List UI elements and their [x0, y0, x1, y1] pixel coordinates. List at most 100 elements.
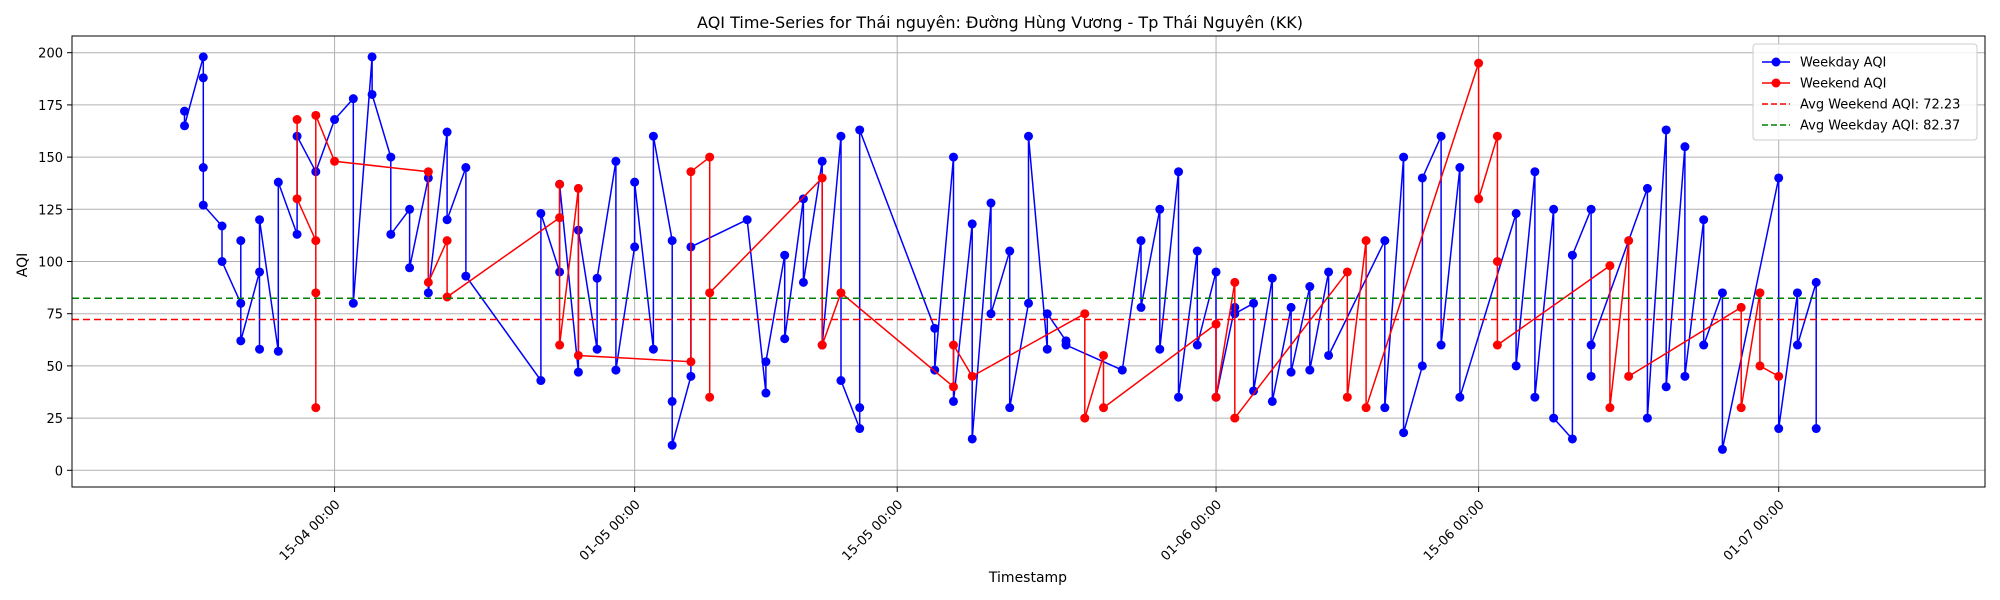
data-point	[986, 309, 996, 319]
data-point	[217, 257, 227, 266]
data-point	[817, 173, 827, 183]
data-point	[311, 236, 321, 246]
data-point	[742, 215, 752, 225]
data-point	[967, 434, 977, 444]
data-point	[967, 219, 977, 229]
data-point	[1024, 298, 1033, 308]
legend-label: Weekend AQI	[1800, 77, 1887, 92]
data-point	[198, 200, 208, 210]
data-point	[236, 298, 246, 308]
data-point	[1530, 392, 1540, 402]
data-point	[536, 376, 546, 386]
data-point	[986, 198, 996, 208]
data-point	[1399, 428, 1409, 438]
data-point	[686, 167, 696, 177]
data-point	[1755, 361, 1765, 371]
y-tick-label: 25	[46, 412, 63, 427]
data-point	[1586, 204, 1596, 214]
data-point	[648, 131, 658, 141]
data-point	[1155, 204, 1165, 214]
data-point	[630, 242, 640, 252]
data-point	[255, 215, 265, 225]
data-point	[798, 277, 808, 287]
data-point	[1717, 288, 1727, 298]
data-point	[1661, 382, 1671, 392]
data-point	[330, 115, 340, 125]
data-point	[573, 183, 583, 193]
data-point	[1305, 365, 1315, 375]
data-point	[273, 346, 283, 356]
data-point	[1080, 309, 1090, 319]
data-point	[198, 73, 208, 83]
data-point	[1605, 403, 1615, 413]
axes: 0 25 50 75 100 125 150 175 200 15-04 00:00 01-05 0…	[38, 35, 1986, 564]
data-point	[1811, 277, 1821, 287]
data-point	[311, 288, 321, 298]
data-point	[761, 357, 771, 367]
data-point	[1586, 371, 1596, 381]
chart-title: AQI Time-Series for Thái nguyên: Đường H…	[697, 13, 1303, 32]
data-point	[1005, 403, 1015, 413]
data-point	[1492, 257, 1502, 266]
data-point	[367, 89, 377, 99]
data-point	[1492, 131, 1502, 141]
data-point	[1136, 236, 1146, 246]
legend-marker	[1771, 78, 1781, 88]
data-point	[555, 213, 565, 223]
data-point	[686, 357, 696, 367]
data-point	[1267, 273, 1277, 283]
data-point	[348, 298, 358, 308]
data-point	[255, 267, 265, 277]
data-point	[292, 229, 302, 239]
data-point	[1249, 298, 1259, 308]
data-point	[1417, 361, 1427, 371]
data-point	[442, 292, 452, 302]
legend: Weekday AQI Weekend AQI Avg Weekend AQI: 7…	[1752, 43, 1978, 141]
data-point	[1736, 403, 1746, 413]
data-point	[555, 179, 565, 189]
data-point	[255, 344, 265, 354]
data-point	[1136, 302, 1146, 312]
data-point	[348, 94, 358, 104]
data-point	[948, 152, 958, 162]
data-point	[780, 334, 790, 344]
legend-box	[1752, 43, 1978, 141]
data-point	[855, 125, 865, 135]
data-point	[423, 167, 433, 177]
data-point	[1511, 361, 1521, 371]
data-point	[1267, 396, 1277, 406]
data-point	[198, 163, 208, 173]
data-point	[1492, 340, 1502, 350]
y-tick-label: 125	[38, 203, 63, 218]
data-point	[1549, 204, 1559, 214]
data-point	[405, 263, 415, 273]
data-point	[442, 215, 452, 225]
data-point	[836, 288, 846, 298]
legend-label: Avg Weekday AQI: 82.37	[1800, 119, 1960, 134]
data-point	[1211, 319, 1221, 329]
data-point	[1211, 267, 1221, 277]
data-point	[1099, 350, 1109, 360]
data-point	[573, 350, 583, 360]
data-point	[1005, 246, 1015, 256]
data-point	[367, 52, 377, 62]
data-point	[292, 194, 302, 204]
data-point	[1661, 125, 1671, 135]
data-point	[1286, 367, 1296, 377]
data-point	[798, 194, 808, 204]
data-point	[948, 396, 958, 406]
x-tick-label: 01-05 00:00	[577, 497, 644, 564]
y-tick-label: 200	[38, 47, 63, 62]
data-point	[1380, 236, 1390, 246]
data-point	[1117, 365, 1127, 375]
data-point	[761, 388, 771, 398]
plot-frame	[71, 35, 1986, 488]
y-tick-label: 0	[55, 464, 63, 479]
data-point	[292, 115, 302, 125]
x-tick-label: 15-04 00:00	[277, 497, 344, 564]
y-tick-label: 50	[46, 360, 63, 375]
data-point	[592, 344, 602, 354]
data-point	[555, 340, 565, 350]
data-point	[1774, 173, 1784, 183]
data-point	[1361, 403, 1371, 413]
